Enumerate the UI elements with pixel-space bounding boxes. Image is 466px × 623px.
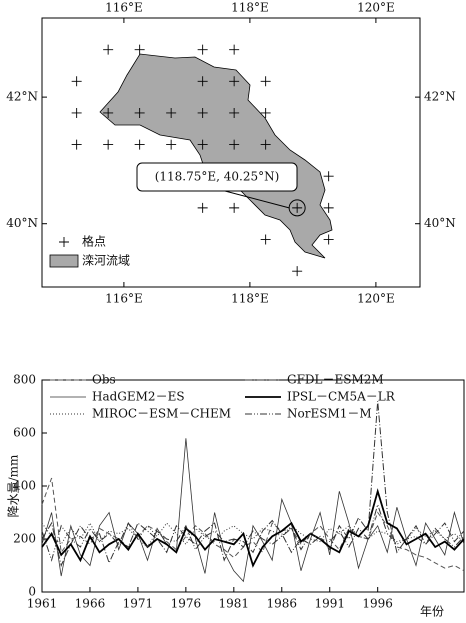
y-tick-label: 800 <box>13 373 36 387</box>
legend-symbol <box>59 237 69 247</box>
x-tick-label: 118°E <box>231 1 269 15</box>
x-tick-label: 118°E <box>231 292 269 306</box>
grid-point <box>134 44 145 55</box>
grid-point <box>134 139 145 150</box>
grid-point <box>260 139 271 150</box>
y-tick-label: 42°N <box>424 90 456 104</box>
x-tick-label: 1981 <box>219 597 250 611</box>
grid-point <box>71 139 82 150</box>
grid-point <box>229 44 240 55</box>
grid-point <box>229 202 240 213</box>
grid-point <box>323 234 334 245</box>
x-tick-label: 116°E <box>105 1 143 15</box>
x-tick-label: 120°E <box>357 1 395 15</box>
x-tick-label: 1986 <box>266 597 297 611</box>
grid-point <box>71 107 82 118</box>
grid-point <box>71 76 82 87</box>
map-frame <box>41 17 421 288</box>
y-axis-label: 降水量/mm <box>7 454 21 517</box>
y-tick-label: 400 <box>13 479 36 493</box>
legend-label: 滦河流域 <box>82 253 130 268</box>
grid-point <box>197 44 208 55</box>
grid-point <box>197 107 208 118</box>
y-tick-label: 40°N <box>6 216 38 230</box>
series-line <box>41 438 465 583</box>
legend-label: NorESM1－M <box>287 407 372 421</box>
x-tick-label: 1991 <box>314 597 345 611</box>
grid-point <box>229 139 240 150</box>
grid-point <box>134 107 145 118</box>
grid-point <box>197 139 208 150</box>
grid-point <box>323 171 334 182</box>
legend-label: MIROC－ESM－CHEM <box>92 407 231 421</box>
x-tick-label: 1961 <box>27 597 58 611</box>
series-line <box>41 477 465 572</box>
series-line <box>41 488 465 568</box>
x-tick-label: 1976 <box>171 597 202 611</box>
legend-symbol <box>49 254 79 268</box>
x-tick-label: 116°E <box>105 292 143 306</box>
grid-point <box>229 76 240 87</box>
grid-point <box>103 44 114 55</box>
y-tick-label: 40°N <box>424 216 456 230</box>
legend-label: 格点 <box>82 234 106 249</box>
grid-point <box>260 76 271 87</box>
legend-label: IPSL－CM5A－LR <box>287 390 396 404</box>
legend-label: GFDL－ESM2M <box>287 373 384 387</box>
y-tick-label: 42°N <box>6 90 38 104</box>
legend-label: HadGEM2－ES <box>92 390 185 404</box>
grid-point <box>260 234 271 245</box>
basin-region <box>99 53 333 259</box>
y-tick-label: 200 <box>13 532 36 546</box>
series-line <box>41 401 465 568</box>
x-tick-label: 1996 <box>362 597 393 611</box>
annotation-box <box>136 162 298 192</box>
y-tick-label: 0 <box>28 585 36 599</box>
grid-point <box>166 139 177 150</box>
annotation-leader <box>224 190 290 209</box>
grid-point <box>260 107 271 118</box>
legend-label: Obs <box>92 373 116 387</box>
annotation-text: (118.75°E, 40.25°N) <box>155 170 280 184</box>
grid-point <box>197 76 208 87</box>
grid-point <box>197 202 208 213</box>
x-tick-label: 1966 <box>75 597 106 611</box>
grid-point <box>292 266 303 277</box>
series-line <box>41 502 465 562</box>
x-axis-label: 年份 <box>420 605 444 619</box>
y-tick-label: 600 <box>13 426 36 440</box>
grid-point <box>292 202 303 213</box>
x-tick-label: 120°E <box>357 292 395 306</box>
grid-point <box>229 107 240 118</box>
grid-point <box>103 107 114 118</box>
x-tick-label: 1971 <box>123 597 154 611</box>
grid-point <box>323 202 334 213</box>
grid-point <box>103 139 114 150</box>
grid-point <box>166 107 177 118</box>
